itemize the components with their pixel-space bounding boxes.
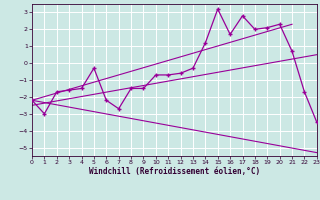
X-axis label: Windchill (Refroidissement éolien,°C): Windchill (Refroidissement éolien,°C): [89, 167, 260, 176]
